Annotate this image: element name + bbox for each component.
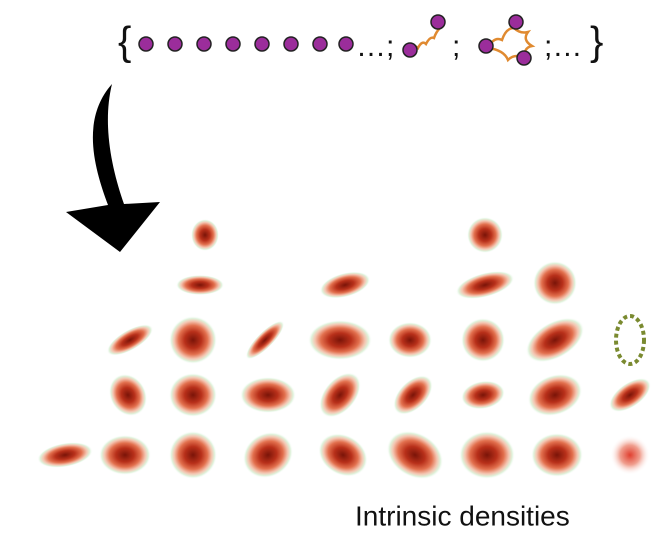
density-blob: [241, 316, 289, 364]
pair-cluster: [403, 15, 445, 57]
triple-cluster: [479, 15, 532, 65]
caption: Intrinsic densities: [355, 500, 570, 531]
density-ring: [616, 316, 644, 364]
density-blob: [518, 308, 591, 371]
density-blob: [169, 431, 217, 479]
density-blob: [531, 433, 583, 477]
density-blob: [610, 435, 650, 475]
density-blob: [533, 261, 577, 305]
density-blob: [234, 423, 301, 487]
density-grid: [35, 217, 656, 489]
density-blob: [176, 275, 224, 295]
density-blob: [461, 318, 505, 362]
density-blob: [169, 316, 217, 364]
density-blob: [308, 320, 372, 360]
density-blob: [459, 431, 515, 479]
density-blob: [378, 421, 452, 489]
figure: { …; ; ;… } Intrinsic densities: [0, 0, 666, 533]
density-blob: [191, 219, 219, 251]
density-blob: [522, 367, 588, 424]
density-blob: [386, 368, 440, 422]
separator: ;…: [544, 30, 582, 63]
density-blob: [453, 266, 517, 305]
density-blob: [169, 373, 217, 417]
particle-chain: [139, 37, 353, 51]
close-brace: }: [590, 20, 603, 64]
density-blob: [388, 322, 432, 358]
density-blob: [603, 371, 656, 418]
density-blob: [240, 377, 296, 413]
separator: …;: [356, 30, 394, 63]
arrow: [66, 84, 160, 252]
density-blob: [459, 377, 507, 412]
density-blob: [311, 365, 369, 425]
open-brace: {: [118, 20, 131, 64]
density-blob: [101, 367, 154, 423]
separator: ;: [452, 30, 460, 63]
density-blob: [467, 217, 503, 253]
density-blob: [102, 318, 157, 361]
density-blob: [317, 267, 373, 304]
density-blob: [35, 438, 94, 471]
density-blob: [310, 425, 375, 486]
density-blob: [99, 435, 151, 475]
